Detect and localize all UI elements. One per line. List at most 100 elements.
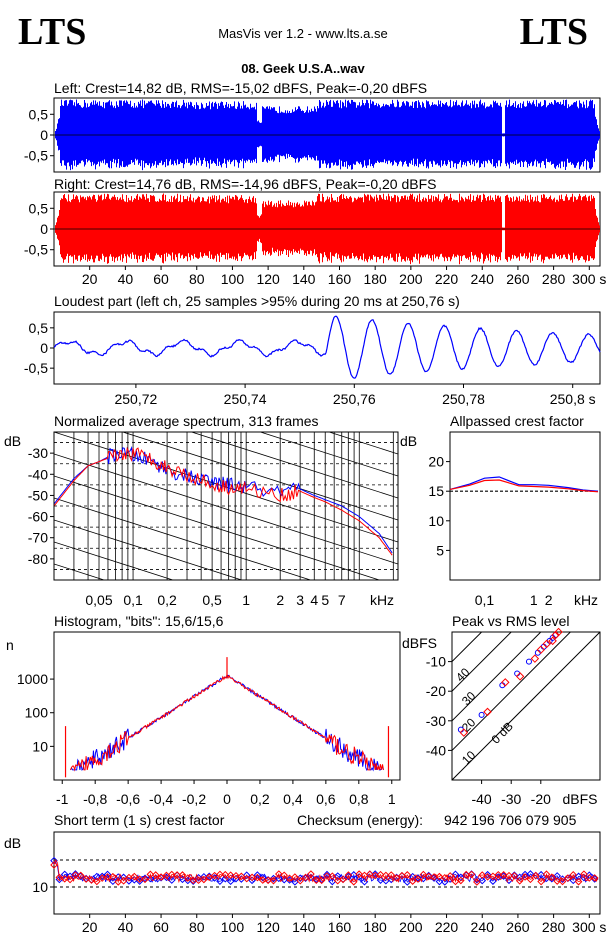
short-crest-marker xyxy=(60,870,69,879)
spectrum-xtick-label: 7 xyxy=(338,592,346,608)
short-crest-xtick-label: 200 xyxy=(399,919,423,935)
peak-rms-point-left xyxy=(478,711,485,718)
short-crest-marker xyxy=(451,877,460,886)
allpassed-xtick-label: 2 xyxy=(545,592,553,608)
right-waveform-xtick-label: 220 xyxy=(435,271,459,287)
short-crest-xtick-label: 240 xyxy=(471,919,495,935)
left-waveform-ytick-label: -0,5 xyxy=(24,148,48,164)
short-crest-marker xyxy=(328,872,337,880)
histogram-series-1 xyxy=(70,672,384,772)
short-crest-marker xyxy=(55,875,64,884)
spectrum-ytick-label: -30 xyxy=(28,445,48,461)
short-crest-marker xyxy=(483,870,492,879)
short-crest-marker xyxy=(135,877,144,885)
spectrum-xtick-label: 4 xyxy=(310,592,318,608)
histogram-xtick-label: 1 xyxy=(388,791,396,807)
right-waveform-xtick-label: 60 xyxy=(153,271,169,287)
peak-rms-diagonal-label: 10 xyxy=(459,748,479,768)
short-crest-marker xyxy=(446,872,454,880)
histogram-series-0 xyxy=(70,674,384,772)
right-waveform-title: Right: Crest=14,76 dB, RMS=-14,96 dBFS, … xyxy=(54,176,437,192)
short-crest-marker xyxy=(376,870,385,879)
spectrum-slope-line xyxy=(121,432,398,521)
short-crest-marker xyxy=(424,871,433,880)
file-name: 08. Geek U.S.A..wav xyxy=(241,61,365,76)
right-waveform-xtick-label: 140 xyxy=(292,271,316,287)
short-crest-marker xyxy=(210,874,219,882)
peak-rms-diagonal-label: 30 xyxy=(459,689,479,709)
short-crest-marker xyxy=(125,873,133,882)
spectrum-ytick-label: -70 xyxy=(28,530,48,546)
spectrum-slope-line xyxy=(190,432,398,499)
short-crest-marker xyxy=(307,870,315,878)
spectrum-series-1 xyxy=(54,446,393,556)
spectrum-title: Normalized average spectrum, 313 frames xyxy=(54,413,319,429)
short-crest-xtick-label: 20 xyxy=(82,919,98,935)
peak-rms-title: Peak vs RMS level xyxy=(452,613,570,629)
loudest-xtick-label: 250,74 xyxy=(224,391,267,407)
peak-rms-point-right xyxy=(483,707,492,717)
histogram-xtick-label: 0,6 xyxy=(316,791,336,807)
peak-rms-xtick-label: -20 xyxy=(531,791,551,807)
short-crest-marker xyxy=(376,876,385,884)
spectrum-slope-line xyxy=(54,497,312,580)
spectrum-xtick-label: 0,2 xyxy=(157,592,177,608)
short-crest-marker xyxy=(114,878,123,886)
short-crest-marker xyxy=(151,871,160,879)
short-crest-marker xyxy=(526,870,535,878)
peak-rms-point-right xyxy=(501,678,510,687)
right-waveform-xtick-label: 20 xyxy=(82,271,98,287)
short-crest-marker xyxy=(344,871,353,879)
histogram-xtick-label: -0,8 xyxy=(83,791,107,807)
short-crest-xtick-label: 300 s xyxy=(572,919,606,935)
spectrum-slope-line xyxy=(54,453,398,565)
right-waveform-xtick-label: 300 s xyxy=(572,271,606,287)
peak-rms-point-right xyxy=(548,636,557,646)
short-crest-marker xyxy=(478,871,487,879)
allpassed-ylabel: dB xyxy=(400,433,417,449)
short-crest-marker xyxy=(515,876,524,885)
short-crest-ytick-label: 10 xyxy=(32,879,48,895)
histogram-ylabel: n xyxy=(6,637,14,653)
short-crest-xtick-label: 120 xyxy=(256,919,280,935)
allpassed-title: Allpassed crest factor xyxy=(450,413,584,429)
peak-rms-diagonal xyxy=(452,632,600,780)
short-crest-marker xyxy=(462,870,470,879)
allpassed-frame xyxy=(449,431,601,581)
short-crest-marker xyxy=(50,861,58,869)
short-crest-marker xyxy=(184,874,192,882)
spectrum-slope-line xyxy=(54,608,398,718)
short-crest-marker xyxy=(82,875,90,883)
short-crest-xtick-label: 220 xyxy=(435,919,459,935)
short-crest-marker xyxy=(387,871,396,879)
short-crest-marker xyxy=(494,870,503,879)
allpassed-series-1 xyxy=(449,479,599,493)
short-crest-marker xyxy=(71,870,80,878)
short-crest-ylabel: dB xyxy=(4,835,21,851)
peak-rms-point-left xyxy=(525,658,532,665)
short-crest-marker xyxy=(98,874,106,882)
short-crest-xtick-label: 80 xyxy=(189,919,205,935)
peak-rms-xtick-label: -40 xyxy=(471,791,491,807)
spectrum-ytick-label: -50 xyxy=(28,487,48,503)
short-crest-xtick-label: 180 xyxy=(363,919,387,935)
right-waveform-xtick-label: 280 xyxy=(542,271,566,287)
peak-rms-point-right xyxy=(530,654,540,663)
app-title: MasVis ver 1.2 - www.lts.a.se xyxy=(218,26,388,41)
histogram-ytick-label: 1000 xyxy=(17,671,48,687)
spectrum-grid xyxy=(54,432,398,718)
peak-rms-ytick-label: -20 xyxy=(426,683,446,699)
short-crest-marker xyxy=(344,872,353,881)
short-crest-xtick-label: 40 xyxy=(118,919,134,935)
short-crest-marker xyxy=(328,877,337,886)
spectrum-xtick-label: 0,05 xyxy=(85,592,112,608)
short-crest-marker xyxy=(553,877,561,885)
short-crest-marker xyxy=(226,877,235,886)
short-crest-xtick-label: 160 xyxy=(328,919,352,935)
spectrum-xunit-label: kHz xyxy=(370,592,394,608)
short-crest-series-1 xyxy=(53,859,599,884)
short-crest-marker xyxy=(403,878,412,886)
short-crest-marker xyxy=(285,876,294,884)
right-waveform-xtick-label: 40 xyxy=(118,271,134,287)
